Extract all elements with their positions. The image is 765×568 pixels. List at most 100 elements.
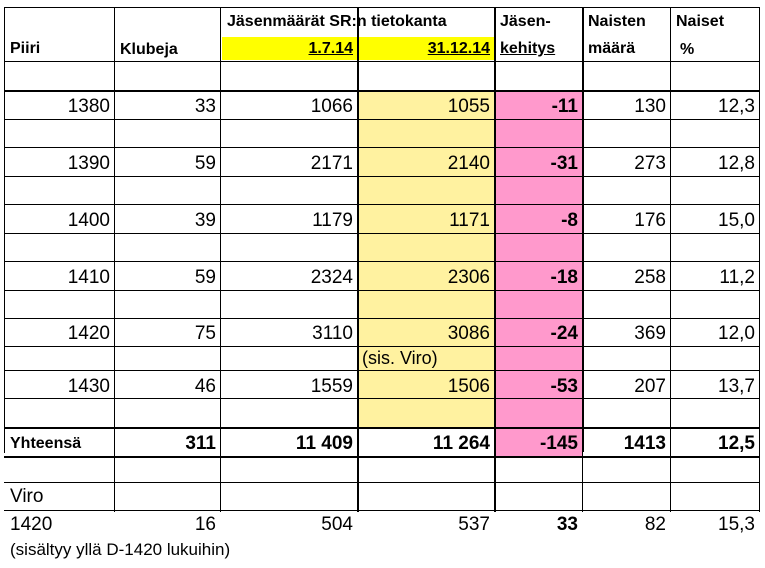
row4-piiri: 1410: [67, 267, 110, 288]
header-date2: 31.12.14: [427, 40, 490, 57]
grid-h-total: [4, 456, 760, 458]
viro-piiri: 1420: [10, 514, 53, 535]
header-piiri: Piiri: [10, 40, 41, 57]
row5-v2: 3086: [447, 323, 490, 344]
row5-dev: -24: [550, 323, 578, 344]
grid-h-r3b: [4, 261, 760, 262]
row2-women: 273: [634, 153, 666, 174]
grid-h-r5b: [4, 370, 760, 371]
row5-piiri: 1420: [67, 323, 110, 344]
grid-h-r2a: [4, 176, 760, 177]
viro-pct: 15,3: [718, 514, 755, 535]
grid-h-blank: [4, 482, 760, 483]
grid-h-r1a: [4, 119, 760, 120]
grid-v1: [114, 7, 115, 512]
grid-h-r4a: [4, 290, 760, 291]
row3-women: 176: [634, 210, 666, 231]
grid-h-r6b: [4, 427, 760, 429]
total-women: 1413: [623, 433, 666, 454]
row1-pct: 12,3: [718, 96, 755, 117]
row6-klubeja: 46: [194, 376, 216, 397]
total-v1: 11 409: [295, 433, 353, 454]
row3-pct: 15,0: [718, 210, 755, 231]
header-klubeja: Klubeja: [120, 41, 178, 58]
row2-dev: -31: [550, 153, 578, 174]
total-label: Yhteensä: [10, 435, 82, 452]
header-pct-line2: %: [680, 41, 695, 58]
row1-v2: 1055: [447, 96, 490, 117]
grid-h-r2b: [4, 204, 760, 205]
grid-v0: [4, 7, 5, 453]
dev-column-fill: [496, 92, 582, 457]
row1-women: 130: [634, 96, 666, 117]
header-date1: 1.7.14: [308, 40, 353, 57]
viro-klubeja: 16: [194, 514, 216, 535]
grid-h-header: [4, 61, 760, 62]
grid-v4: [494, 7, 496, 512]
row2-piiri: 1390: [67, 153, 110, 174]
grid-h-r6a: [4, 398, 760, 399]
header-pct-line1: Naiset: [676, 13, 725, 30]
row4-klubeja: 59: [194, 267, 216, 288]
row4-pct: 11,2: [719, 267, 755, 288]
header-dev-line1: Jäsen-: [500, 13, 551, 30]
row5-v1: 3110: [312, 323, 353, 344]
row5-pct: 12,0: [718, 323, 755, 344]
footnote: (sisältyy yllä D-1420 lukuihin): [10, 540, 231, 559]
row4-women: 258: [634, 267, 666, 288]
row6-v1: 1559: [310, 376, 353, 397]
row3-klubeja: 39: [194, 210, 216, 231]
grid-v6: [670, 7, 671, 512]
grid-h-r4b: [4, 318, 760, 319]
row4-v1: 2324: [310, 267, 353, 288]
date1-header-fill: [222, 37, 357, 60]
grid-h-thick-v3: [357, 90, 496, 92]
total-pct: 12,5: [718, 433, 755, 454]
grid-h-r1b: [4, 147, 760, 148]
row4-v2: 2306: [447, 267, 490, 288]
header-group-title: Jäsenmäärät SR:n tietokanta: [227, 13, 447, 30]
row6-dev: -53: [550, 376, 578, 397]
grid-h-viro: [4, 510, 760, 511]
row1-v1: 1066: [310, 96, 353, 117]
viro-dev: 33: [556, 514, 578, 535]
row4-dev: -18: [550, 267, 578, 288]
header-women-line2: määrä: [588, 40, 636, 57]
header-dev-line2: kehitys: [500, 40, 556, 57]
row3-v1: 1179: [312, 210, 353, 231]
grid-v3: [357, 7, 359, 512]
header-women-line1: Naisten: [588, 13, 646, 30]
total-klubeja: 311: [185, 433, 216, 454]
row2-klubeja: 59: [194, 153, 216, 174]
row2-pct: 12,8: [718, 153, 755, 174]
row1-piiri: 1380: [67, 96, 110, 117]
grid-h-top: [4, 7, 760, 8]
row1-klubeja: 33: [194, 96, 216, 117]
viro-v1: 504: [321, 514, 353, 535]
total-dev: -145: [539, 433, 578, 454]
grid-h-r5a: [4, 346, 760, 347]
row1-dev: -11: [551, 96, 578, 117]
row3-v2: 1171: [449, 210, 490, 231]
row3-piiri: 1400: [67, 210, 110, 231]
viro-women: 82: [644, 514, 666, 535]
row6-pct: 13,7: [718, 376, 755, 397]
row5-women: 369: [634, 323, 666, 344]
row2-v2: 2140: [447, 153, 490, 174]
note-viro: (sis. Viro): [362, 348, 438, 368]
row6-piiri: 1430: [67, 376, 110, 397]
row3-dev: -8: [561, 210, 578, 231]
row6-women: 207: [634, 376, 666, 397]
grid-v5-thick: [582, 7, 584, 452]
date2-header-fill: [359, 37, 494, 60]
grid-v2: [220, 7, 221, 512]
row6-v2: 1506: [447, 376, 490, 397]
grid-v7: [759, 7, 760, 512]
row2-v1: 2171: [310, 153, 353, 174]
total-v2: 11 264: [432, 433, 490, 454]
viro-label: Viro: [10, 486, 44, 507]
grid-h-r3a: [4, 233, 760, 234]
viro-v2: 537: [458, 514, 490, 535]
row5-klubeja: 75: [194, 323, 216, 344]
